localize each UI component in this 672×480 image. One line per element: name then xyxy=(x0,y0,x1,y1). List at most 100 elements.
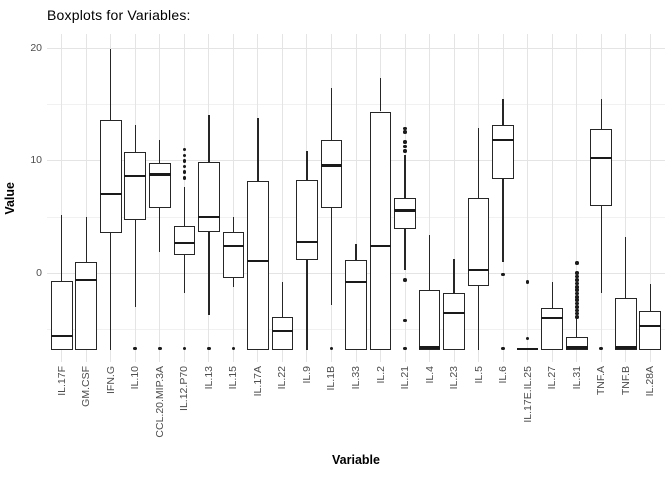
x-tick-label-IL.17F: IL.17F xyxy=(49,366,74,401)
gridline-x-IL.23 xyxy=(453,34,455,362)
iqr-box xyxy=(198,162,220,232)
whisker-low xyxy=(159,208,161,252)
x-tick-text: TNF.A xyxy=(595,366,608,396)
iqr-box xyxy=(369,111,392,350)
median-line xyxy=(345,281,367,284)
outlier-dot xyxy=(574,311,579,316)
x-tick-text: IL.15 xyxy=(227,366,240,390)
iqr-box xyxy=(541,308,563,350)
outlier-dot xyxy=(501,346,505,351)
median-line xyxy=(75,279,98,282)
x-tick-text: IL.23 xyxy=(448,366,461,390)
x-tick-text: IL.4 xyxy=(423,366,436,384)
outlier-dot xyxy=(403,318,407,323)
whisker-low xyxy=(306,259,308,350)
outlier-dot xyxy=(574,298,579,302)
whisker-low xyxy=(232,277,235,287)
median-line xyxy=(369,245,392,248)
x-tick-text: IL.1B xyxy=(325,366,338,391)
x-axis-title: Variable xyxy=(332,453,380,467)
whisker-high xyxy=(453,258,455,294)
median-line xyxy=(443,311,465,314)
gridline-x-GM.CSF xyxy=(85,34,87,362)
median-line xyxy=(124,174,147,177)
y-tick-label-20: 20 xyxy=(30,42,42,55)
x-tick-text: IFN.G xyxy=(104,366,117,394)
outlier-dot xyxy=(182,346,187,351)
outlier-dot xyxy=(403,346,407,351)
outlier-dot xyxy=(182,175,187,180)
outlier-dot xyxy=(329,346,334,351)
x-tick-text: GM.CSF xyxy=(80,366,93,407)
iqr-box xyxy=(173,226,196,256)
whisker-high xyxy=(649,284,651,312)
x-tick-text: IL.13 xyxy=(202,366,215,390)
x-tick-label-CCL.20.MIP.3A: CCL.20.MIP.3A xyxy=(148,366,173,443)
plot-panel xyxy=(47,34,665,362)
outlier-dot xyxy=(182,164,187,169)
gridline-x-IL.17E.IL.25 xyxy=(527,34,529,362)
gridline-x-IL.22 xyxy=(281,34,283,362)
gridline-x-IL.17F xyxy=(61,34,63,362)
x-tick-text: IL.33 xyxy=(349,366,362,390)
x-tick-text: IL.22 xyxy=(276,366,289,390)
whisker-low xyxy=(330,208,333,305)
iqr-box xyxy=(467,198,490,286)
outlier-dot xyxy=(574,295,579,299)
x-tick-label-IL.4: IL.4 xyxy=(417,366,442,389)
x-tick-label-IL.10: IL.10 xyxy=(123,366,148,394)
median-line xyxy=(565,346,588,349)
whisker-high xyxy=(61,214,63,282)
x-tick-text: CCL.20.MIP.3A xyxy=(153,366,166,438)
iqr-box xyxy=(492,124,514,179)
whisker-high xyxy=(625,237,627,298)
x-tick-label-IL.22: IL.22 xyxy=(270,366,295,394)
outlier-dot xyxy=(182,159,187,163)
whisker-high xyxy=(134,124,136,152)
outlier-dot xyxy=(525,336,530,341)
whisker-low xyxy=(600,205,602,294)
y-tick-label-0: 0 xyxy=(36,266,42,279)
whisker-low xyxy=(110,232,112,350)
median-line xyxy=(590,156,613,159)
iqr-box xyxy=(639,311,662,350)
x-tick-text: IL.17F xyxy=(55,366,68,396)
median-line xyxy=(467,268,490,272)
gridline-x-IL.31 xyxy=(576,34,578,362)
whisker-high xyxy=(110,48,112,121)
outlier-dot xyxy=(574,261,579,265)
iqr-box xyxy=(418,290,441,350)
x-tick-label-IL.31: IL.31 xyxy=(564,366,589,394)
median-line xyxy=(50,335,73,338)
outlier-dot xyxy=(403,278,407,282)
whisker-high xyxy=(551,282,553,309)
median-line xyxy=(492,138,514,141)
iqr-box xyxy=(149,163,171,209)
gridline-x-IL.33 xyxy=(355,34,357,362)
outlier-dot xyxy=(231,346,236,351)
y-tick-label-10: 10 xyxy=(30,154,42,167)
y-axis-tick-labels: 0 10 20 xyxy=(0,0,42,480)
outlier-dot xyxy=(599,346,604,351)
x-tick-label-IL.17A: IL.17A xyxy=(246,366,271,401)
x-tick-text: TNF.B xyxy=(619,366,632,396)
x-tick-label-IL.23: IL.23 xyxy=(442,366,467,394)
iqr-box xyxy=(320,139,343,209)
outlier-dot xyxy=(403,140,407,144)
gridline-x-IL.4 xyxy=(429,34,431,362)
whisker-high xyxy=(257,118,259,182)
iqr-box xyxy=(50,281,73,350)
median-line xyxy=(320,164,343,167)
iqr-box xyxy=(394,198,416,230)
outlier-dot xyxy=(182,170,187,174)
whisker-high xyxy=(85,217,87,263)
outlier-dot xyxy=(574,291,579,296)
iqr-box xyxy=(271,317,294,350)
median-line xyxy=(198,216,220,219)
x-tick-label-TNF.B: TNF.B xyxy=(614,366,639,400)
iqr-box xyxy=(99,120,122,233)
x-tick-label-IL.28A: IL.28A xyxy=(638,366,663,401)
x-axis-tick-labels: IL.17F GM.CSF IFN.G IL.10 CCL.20.MIP.3A IL.12… xyxy=(47,366,665,452)
outlier-dot xyxy=(207,346,211,351)
x-tick-label-IL.21: IL.21 xyxy=(393,366,418,394)
